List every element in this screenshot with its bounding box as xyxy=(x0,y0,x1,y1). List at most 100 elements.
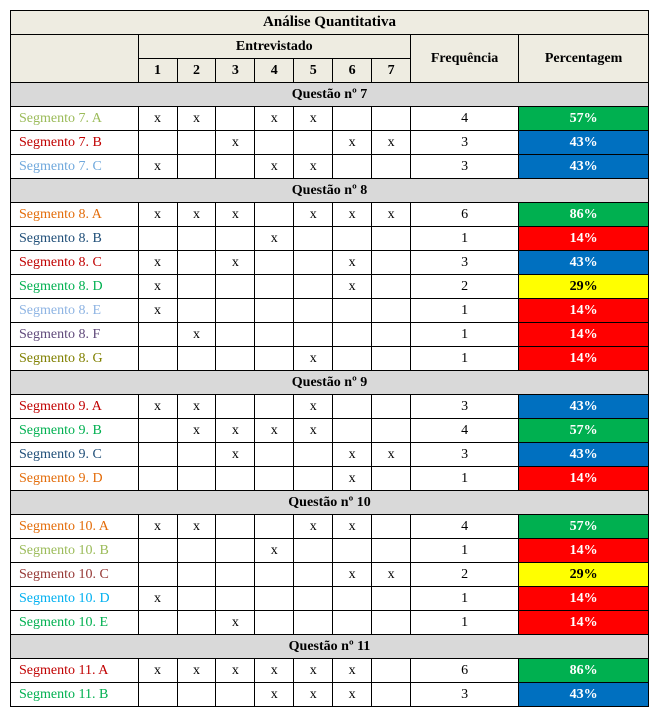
percentage-cell: 43% xyxy=(519,683,649,707)
question-header: Questão nº 7 xyxy=(11,83,649,107)
mark-cell: x xyxy=(138,251,177,275)
mark-cell xyxy=(372,419,411,443)
mark-cell xyxy=(216,347,255,371)
mark-cell: x xyxy=(333,251,372,275)
mark-cell xyxy=(177,611,216,635)
entrevistado-header: Entrevistado xyxy=(138,35,410,59)
mark-cell: x xyxy=(255,227,294,251)
mark-cell xyxy=(333,587,372,611)
mark-cell: x xyxy=(294,107,333,131)
mark-cell: x xyxy=(333,683,372,707)
mark-cell xyxy=(372,539,411,563)
frequency-cell: 1 xyxy=(411,539,519,563)
mark-cell xyxy=(372,323,411,347)
mark-cell xyxy=(294,563,333,587)
mark-cell xyxy=(216,107,255,131)
frequency-cell: 1 xyxy=(411,587,519,611)
segment-label: Segmento 8. C xyxy=(11,251,139,275)
mark-cell: x xyxy=(333,131,372,155)
mark-cell xyxy=(138,611,177,635)
mark-cell: x xyxy=(177,107,216,131)
mark-cell xyxy=(255,515,294,539)
segment-label: Segmento 10. D xyxy=(11,587,139,611)
mark-cell: x xyxy=(216,443,255,467)
mark-cell xyxy=(372,227,411,251)
segment-label: Segmento 8. E xyxy=(11,299,139,323)
mark-cell: x xyxy=(333,203,372,227)
mark-cell xyxy=(216,155,255,179)
mark-cell xyxy=(372,587,411,611)
segment-label: Segmento 7. C xyxy=(11,155,139,179)
mark-cell xyxy=(216,467,255,491)
percentage-cell: 43% xyxy=(519,395,649,419)
mark-cell xyxy=(216,587,255,611)
mark-cell: x xyxy=(333,275,372,299)
frequency-cell: 3 xyxy=(411,155,519,179)
mark-cell xyxy=(255,275,294,299)
mark-cell xyxy=(372,107,411,131)
mark-cell: x xyxy=(138,275,177,299)
mark-cell xyxy=(177,467,216,491)
mark-cell: x xyxy=(177,419,216,443)
percentage-cell: 57% xyxy=(519,107,649,131)
mark-cell xyxy=(138,347,177,371)
mark-cell xyxy=(216,275,255,299)
mark-cell xyxy=(177,299,216,323)
mark-cell xyxy=(255,611,294,635)
mark-cell: x xyxy=(333,659,372,683)
mark-cell: x xyxy=(216,251,255,275)
mark-cell: x xyxy=(138,155,177,179)
mark-cell xyxy=(333,611,372,635)
mark-cell xyxy=(216,323,255,347)
mark-cell xyxy=(294,275,333,299)
mark-cell: x xyxy=(138,395,177,419)
segment-label: Segmento 8. A xyxy=(11,203,139,227)
frequency-cell: 2 xyxy=(411,275,519,299)
mark-cell xyxy=(138,227,177,251)
mark-cell: x xyxy=(138,659,177,683)
percentage-cell: 14% xyxy=(519,539,649,563)
percentage-cell: 14% xyxy=(519,467,649,491)
segment-label: Segmento 10. C xyxy=(11,563,139,587)
mark-cell xyxy=(138,563,177,587)
mark-cell xyxy=(255,587,294,611)
mark-cell xyxy=(216,515,255,539)
mark-cell: x xyxy=(255,155,294,179)
mark-cell xyxy=(177,131,216,155)
frequency-cell: 4 xyxy=(411,107,519,131)
mark-cell xyxy=(177,563,216,587)
frequency-cell: 1 xyxy=(411,299,519,323)
mark-cell xyxy=(177,251,216,275)
mark-cell xyxy=(255,563,294,587)
col-header-5: 5 xyxy=(294,59,333,83)
frequency-cell: 2 xyxy=(411,563,519,587)
mark-cell: x xyxy=(177,203,216,227)
mark-cell: x xyxy=(177,659,216,683)
mark-cell: x xyxy=(372,203,411,227)
mark-cell: x xyxy=(294,347,333,371)
mark-cell xyxy=(255,203,294,227)
mark-cell xyxy=(138,323,177,347)
mark-cell xyxy=(138,683,177,707)
mark-cell xyxy=(333,395,372,419)
col-header-1: 1 xyxy=(138,59,177,83)
question-header: Questão nº 10 xyxy=(11,491,649,515)
frequency-cell: 4 xyxy=(411,515,519,539)
mark-cell xyxy=(138,467,177,491)
mark-cell xyxy=(372,251,411,275)
mark-cell xyxy=(177,443,216,467)
mark-cell: x xyxy=(255,107,294,131)
mark-cell: x xyxy=(294,515,333,539)
mark-cell xyxy=(294,227,333,251)
mark-cell xyxy=(333,539,372,563)
mark-cell xyxy=(255,347,294,371)
mark-cell xyxy=(294,611,333,635)
mark-cell: x xyxy=(333,563,372,587)
mark-cell: x xyxy=(216,659,255,683)
blank-header xyxy=(11,35,139,83)
percentage-cell: 14% xyxy=(519,227,649,251)
mark-cell xyxy=(216,299,255,323)
mark-cell: x xyxy=(294,395,333,419)
mark-cell: x xyxy=(138,203,177,227)
table-title: Análise Quantitativa xyxy=(11,11,649,35)
